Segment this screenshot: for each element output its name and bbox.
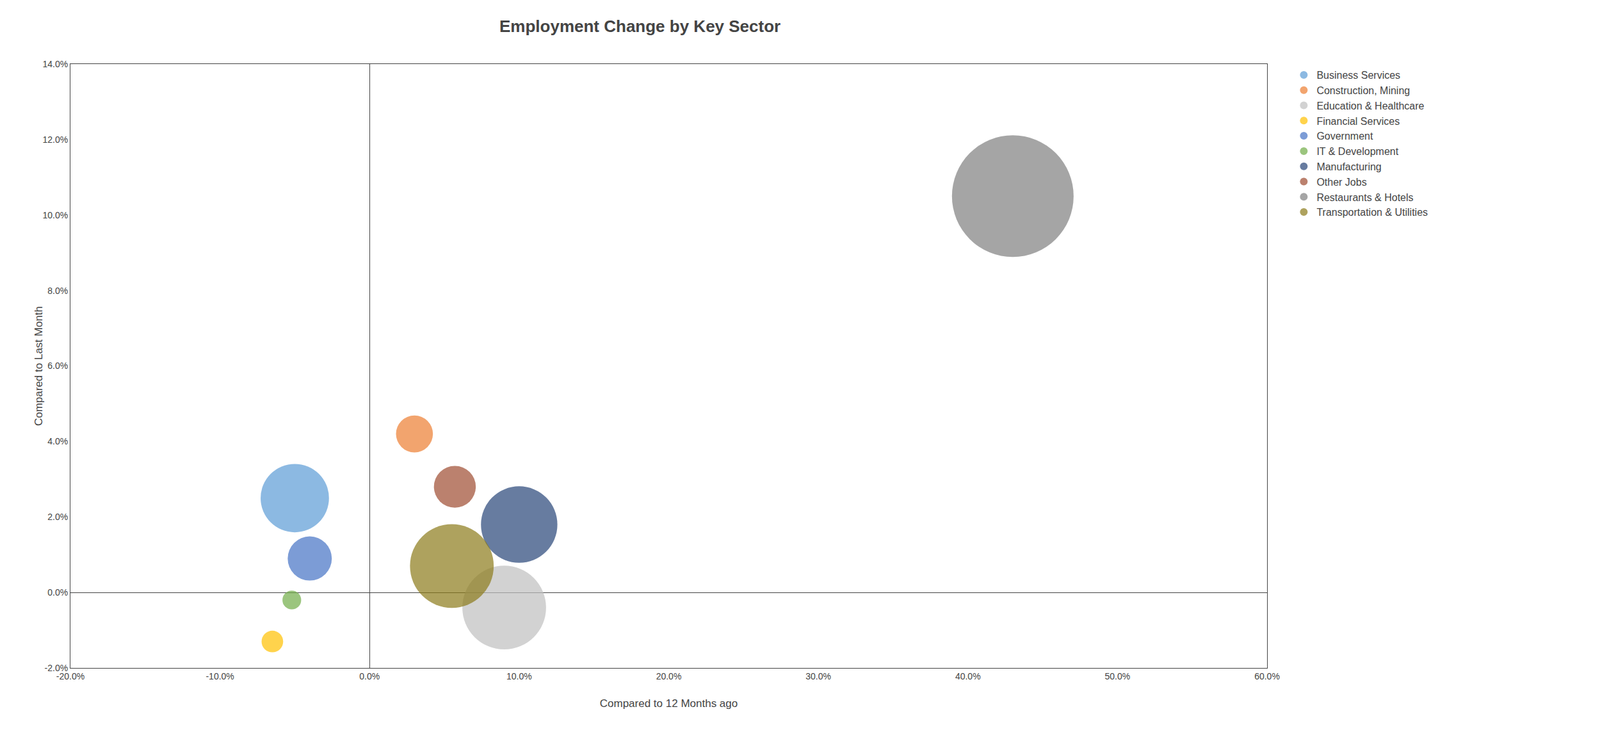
svg-text:30.0%: 30.0% (805, 670, 832, 682)
svg-text:Construction, Mining: Construction, Mining (1316, 85, 1410, 97)
svg-text:0.0%: 0.0% (359, 670, 380, 682)
svg-text:Financial Services: Financial Services (1316, 115, 1400, 127)
svg-text:Compared to Last Month: Compared to Last Month (32, 306, 45, 426)
svg-text:Compared to 12 Months ago: Compared to 12 Months ago (599, 697, 738, 710)
svg-text:0.0%: 0.0% (47, 587, 68, 598)
svg-text:-20.0%: -20.0% (56, 670, 85, 682)
svg-text:12.0%: 12.0% (42, 134, 68, 145)
svg-text:6.0%: 6.0% (47, 360, 68, 371)
svg-text:Restaurants & Hotels: Restaurants & Hotels (1316, 192, 1414, 203)
svg-text:Manufacturing: Manufacturing (1316, 161, 1382, 173)
svg-text:Education & Healthcare: Education & Healthcare (1316, 100, 1424, 112)
svg-text:20.0%: 20.0% (656, 670, 682, 682)
svg-text:50.0%: 50.0% (1105, 670, 1131, 682)
svg-text:14.0%: 14.0% (42, 58, 68, 70)
svg-text:10.0%: 10.0% (42, 210, 68, 221)
svg-text:Government: Government (1316, 130, 1374, 142)
svg-text:10.0%: 10.0% (506, 670, 533, 682)
svg-text:40.0%: 40.0% (955, 670, 981, 682)
svg-text:Employment Change by Key Secto: Employment Change by Key Sector (499, 16, 781, 36)
svg-text:60.0%: 60.0% (1254, 670, 1280, 682)
svg-text:Other Jobs: Other Jobs (1316, 176, 1367, 188)
svg-text:-2.0%: -2.0% (44, 662, 69, 673)
svg-text:8.0%: 8.0% (47, 285, 68, 296)
svg-text:Business Services: Business Services (1316, 69, 1401, 81)
svg-text:-10.0%: -10.0% (205, 670, 234, 682)
svg-text:Transportation & Utilities: Transportation & Utilities (1316, 206, 1428, 218)
svg-text:IT & Development: IT & Development (1316, 145, 1399, 157)
svg-text:4.0%: 4.0% (47, 436, 68, 447)
svg-text:2.0%: 2.0% (47, 511, 68, 522)
